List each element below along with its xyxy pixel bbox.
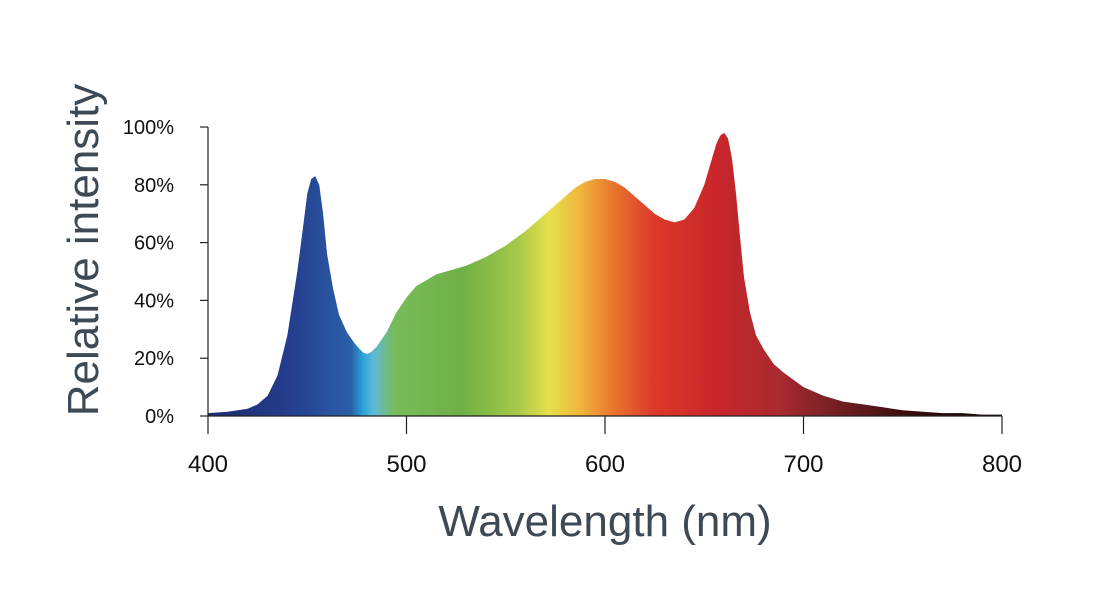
y-tick-label: 40% xyxy=(134,290,174,312)
y-axis-title: Relative intensity xyxy=(59,84,108,417)
spectrum-area xyxy=(208,132,1002,417)
x-tick-label: 500 xyxy=(386,451,426,478)
y-tick-label: 20% xyxy=(134,348,174,370)
y-tick-label: 80% xyxy=(134,175,174,197)
y-axis-ticks: 0% 20% 40% 60% 80% 100% xyxy=(123,117,208,428)
x-tick-label: 800 xyxy=(982,451,1022,478)
x-axis-title: Wavelength (nm) xyxy=(438,497,771,546)
x-tick-label: 600 xyxy=(585,451,625,478)
x-tick-label: 400 xyxy=(188,451,228,478)
y-tick-label: 0% xyxy=(145,406,174,428)
y-tick-label: 100% xyxy=(123,117,174,139)
plot-area xyxy=(208,132,1002,417)
x-tick-label: 700 xyxy=(783,451,823,478)
x-axis-ticks: 400 500 600 700 800 xyxy=(188,416,1022,478)
y-tick-label: 60% xyxy=(134,233,174,255)
